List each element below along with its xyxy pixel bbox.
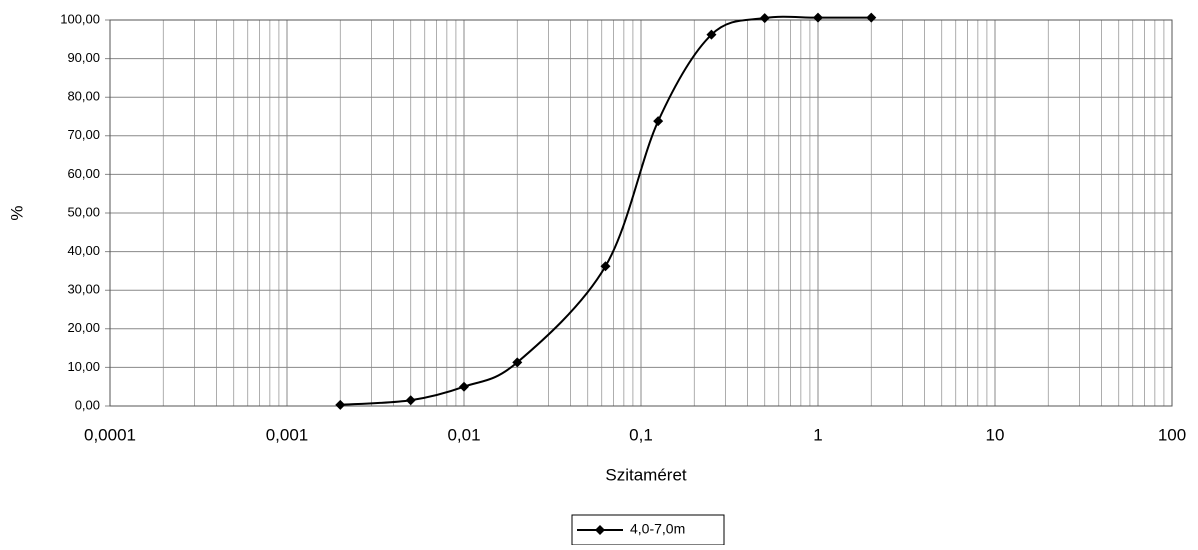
data-point (813, 12, 823, 23)
y-tick-label: 100,00 (60, 11, 100, 26)
legend-label: 4,0-7,0m (630, 521, 685, 537)
x-tick-label: 10 (986, 425, 1005, 444)
y-tick-label: 60,00 (67, 166, 100, 181)
data-point (600, 261, 611, 272)
y-tick-label: 20,00 (67, 320, 100, 335)
x-tick-label: 1 (813, 425, 822, 444)
x-tick-label: 0,0001 (84, 425, 136, 444)
x-axis-label: Szitaméret (605, 465, 687, 484)
x-tick-label: 0,001 (266, 425, 309, 444)
data-point (706, 29, 717, 40)
legend-marker (595, 525, 605, 535)
y-tick-label: 70,00 (67, 127, 100, 142)
y-tick-label: 50,00 (67, 204, 100, 219)
y-tick-label: 80,00 (67, 89, 100, 104)
y-tick-label: 40,00 (67, 243, 100, 258)
x-tick-label: 0,01 (447, 425, 480, 444)
data-point (866, 12, 877, 23)
y-tick-label: 30,00 (67, 282, 100, 297)
data-point (512, 357, 523, 368)
data-point (405, 395, 416, 406)
x-tick-label: 100 (1158, 425, 1186, 444)
data-point (335, 399, 346, 410)
data-point (759, 13, 770, 24)
data-point (459, 381, 469, 392)
plot-border (109, 19, 1173, 407)
y-axis-label: % (7, 205, 26, 220)
y-tick-label: 90,00 (67, 50, 100, 65)
series-line (340, 15, 872, 406)
x-tick-label: 0,1 (629, 425, 653, 444)
data-point (653, 116, 664, 127)
y-tick-label: 0,00 (75, 397, 100, 412)
y-tick-label: 10,00 (67, 359, 100, 374)
